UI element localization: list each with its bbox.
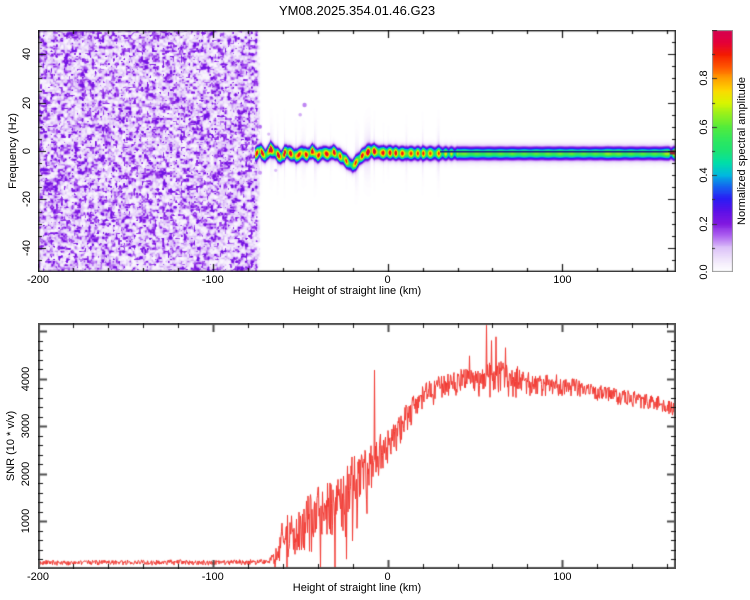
spectrogram-x-tick-label: 100 [553,274,572,286]
colorbar-tick-label: 0.0 [698,264,710,280]
spectrogram-y-tick-label: 40 [21,48,33,61]
colorbar-tick-label: 0.4 [698,167,710,183]
spectrogram-x-tick-label: -200 [26,274,50,286]
spectrogram-x-axis-label: Height of straight line (km) [292,285,422,297]
spectrogram-canvas [38,30,676,272]
snr-y-tick-label: 3000 [20,414,32,439]
snr-x-tick-label: 0 [384,571,391,583]
snr-y-tick-label: 1000 [20,509,32,534]
snr-y-axis-label: SNR (10 * v/v) [5,410,17,482]
snr-y-tick-label: 2000 [20,461,32,487]
spectrogram-y-tick-label: 20 [21,96,33,109]
spectrogram-y-tick-label: -20 [21,191,33,208]
spectrogram-y-tick-label: -40 [21,239,33,256]
colorbar-tick-label: 0.6 [698,119,710,135]
figure-title: YM08.2025.354.01.46.G23 [278,3,436,18]
spectrogram-x-tick-label: -100 [201,274,224,286]
colorbar-canvas [712,30,733,272]
colorbar-tick-label: 0.2 [698,215,710,232]
snr-x-tick-label: -200 [26,571,50,583]
spectrogram-y-axis-label: Frequency (Hz) [7,113,19,189]
snr-x-axis-label: Height of straight line (km) [292,582,422,594]
colorbar-tick-label: 0.8 [698,70,710,87]
snr-canvas [38,323,676,569]
spectrogram-y-tick-label: 0 [21,147,33,155]
snr-x-tick-label: 100 [553,571,572,583]
spectrogram-x-tick-label: 0 [384,274,391,286]
colorbar-label: Normalized spectral amplitude [736,77,748,225]
snr-y-tick-label: 4000 [20,366,32,391]
snr-x-tick-label: -100 [201,571,224,583]
